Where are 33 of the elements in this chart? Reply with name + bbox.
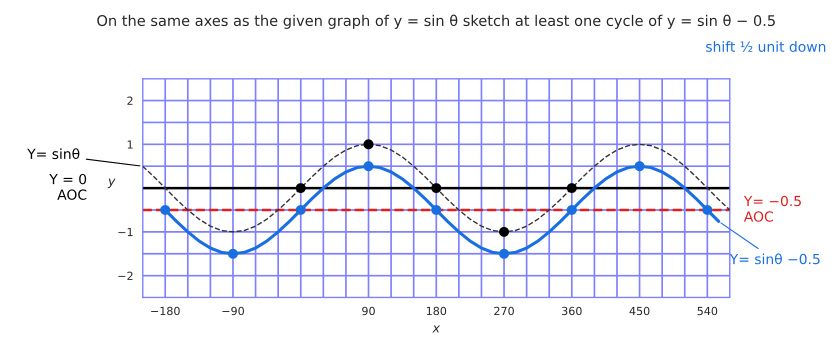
x-tick-label: 450: [630, 306, 650, 316]
point: [566, 204, 577, 216]
point: [431, 204, 442, 216]
x-tick-label: 270: [494, 306, 514, 316]
x-tick-label: 180: [426, 306, 446, 316]
point: [296, 183, 306, 194]
ref-line-label: Y = 0 AOC: [49, 174, 86, 200]
x-tick-label: 360: [562, 306, 582, 316]
x-tick-label: −180: [151, 306, 180, 316]
x-tick-label: 90: [362, 306, 375, 316]
point: [702, 204, 712, 216]
annotation: Y= sinθ: [27, 148, 80, 160]
point: [160, 204, 170, 216]
point: [566, 183, 577, 194]
chart-title: On the same axes as the given graph of y = sin θ sketch at least one cycle of y = sin θ − 0.5: [97, 14, 775, 29]
point: [499, 248, 510, 259]
x-tick-label: −90: [222, 306, 244, 316]
y-tick-label: 1: [128, 140, 133, 149]
point: [431, 183, 442, 194]
point: [363, 139, 374, 150]
y-tick-label: 2: [127, 96, 132, 105]
y-axis-title: y: [108, 178, 116, 188]
text: shift ½ unit down: [706, 41, 826, 52]
point: [363, 161, 374, 172]
x-tick-label: 540: [698, 306, 718, 316]
point: [634, 161, 645, 172]
point: [499, 226, 510, 237]
point: [228, 248, 238, 259]
y-tick-label: −1: [118, 228, 133, 236]
point: [296, 204, 306, 216]
x-axis-title: x: [432, 326, 440, 332]
ref-line-label: Y= −0.5 AOC: [744, 196, 801, 222]
y-tick-label: −2: [118, 272, 132, 280]
